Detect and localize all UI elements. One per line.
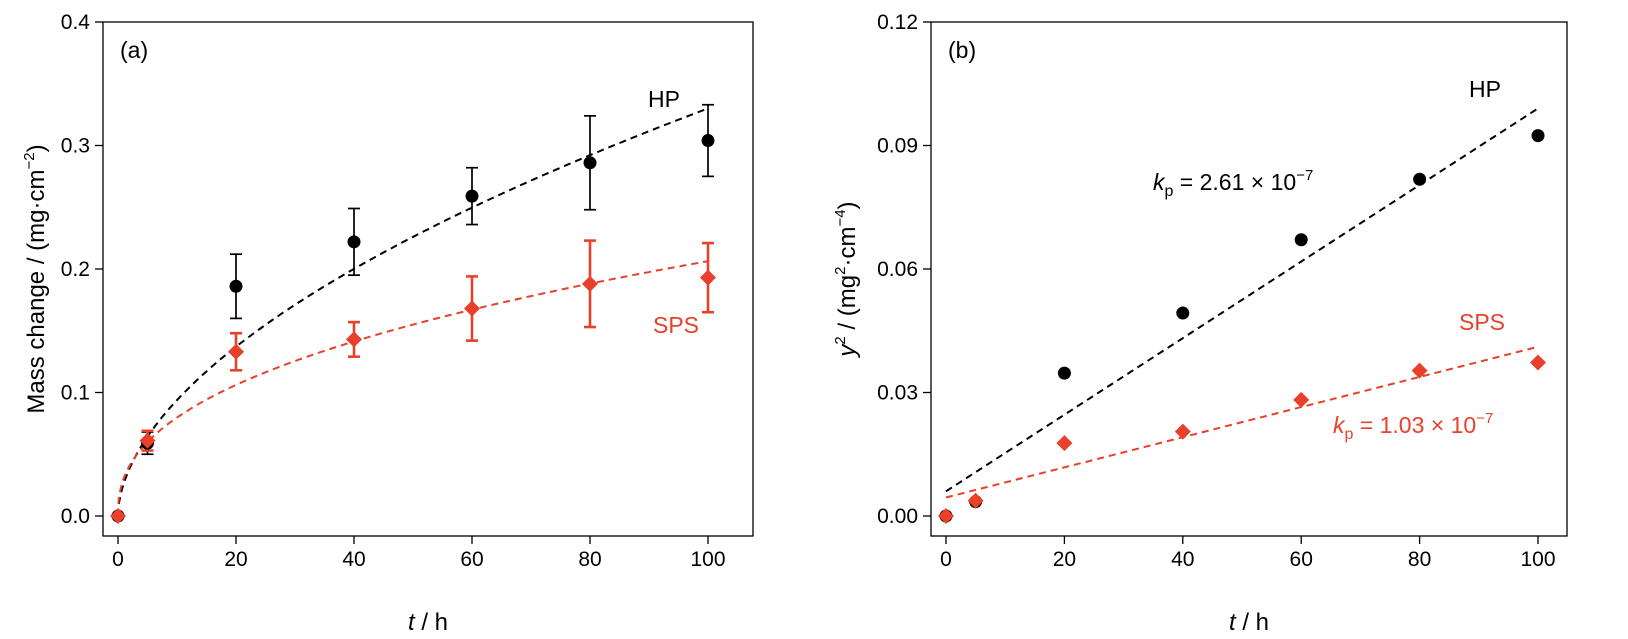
data-point-sps [1411,362,1428,379]
data-point-hp [1176,306,1190,320]
x-tick-label: 0 [940,548,952,571]
annotation-kp-sps-sub: p [1345,426,1354,443]
data-point-sps [228,343,244,360]
data-point-hp [1057,366,1071,380]
y-axis-title-var-sup-b: 2 [832,336,849,344]
panel-a: 0 20 40 60 80 100 0.00.10.20.30.4 (a) HP SPS … [21,11,754,636]
y-axis-ticks-b: 0.00 0.03 0.06 0.09 0.12 [877,11,931,528]
panel-label-a: (a) [120,37,148,63]
series-label-sps-a: SPS [653,312,699,338]
x-axis-title-a: t / h [408,609,448,636]
annotation-kp-hp: kp = 2.61 × 10−7 [1153,167,1313,200]
x-tick-label: 20 [1053,548,1076,571]
data-point-hp [583,156,597,170]
y-axis-title-text-a: Mass change / (mg·cm [23,170,50,414]
data-point-sps [110,508,126,524]
x-tick-label: 40 [342,548,365,571]
x-axis-title-b: t / h [1229,609,1269,636]
y-axis-title-sup2-b: −4 [832,209,849,226]
data-point-hp [701,134,715,148]
data-point-sps [938,508,954,524]
data-point-sps [139,432,156,449]
data-point-sps [582,275,598,292]
y-tick-label: 0.4 [61,11,91,34]
x-tick-label: 0 [112,548,124,571]
data-point-sps [967,492,984,509]
x-tick-label: 100 [690,548,725,571]
series-label-hp-a: HP [648,86,680,112]
x-tick-label: 20 [224,548,247,571]
x-tick-label: 80 [578,548,601,571]
annotation-kp-sps: kp = 1.03 × 10−7 [1333,410,1493,443]
y-tick-label: 0.0 [61,505,90,528]
y-tick-label: 0.03 [877,382,918,405]
y-axis-title-a: Mass change / (mg·cm−2) [21,144,50,413]
data-point-sps [1293,391,1310,408]
panel-label-b: (b) [948,37,976,63]
y-tick-label: 0.00 [877,505,918,528]
x-tick-label: 100 [1520,548,1555,571]
x-axis-ticks-a: 0 20 40 60 80 100 [112,536,726,571]
y-axis-title-sup1-b: 2 [832,267,849,275]
data-point-hp [1294,233,1308,247]
data-points-b [938,129,1546,524]
data-point-sps [464,300,480,317]
data-points-a [110,134,716,524]
data-point-hp [347,235,361,249]
data-point-sps [700,269,716,286]
plot-frame-b [930,21,1568,537]
data-point-sps [1174,423,1191,440]
y-axis-title-b: y2 / (mg2·cm−4) [832,201,861,358]
error-bars-a [141,103,714,456]
data-point-hp [1531,129,1545,143]
y-tick-label: 0.09 [877,135,918,158]
fit-line-hp [117,107,709,517]
y-axis-title-end-b: ) [834,201,861,209]
annotation-kp-sps-sym: k [1333,412,1346,438]
y-tick-label: 0.1 [61,382,90,405]
annotation-kp-sps-sup: −7 [1476,410,1493,427]
y-axis-title-sup-a: −2 [21,152,38,169]
data-point-sps [1530,354,1546,371]
x-tick-label: 60 [1290,548,1313,571]
data-point-sps [346,331,362,348]
y-axis-ticks-a: 0.0 0.1 0.2 0.3 0.4 [61,11,103,528]
x-axis-title-unit-b: / h [1236,609,1269,636]
annotation-kp-sps-text: = 1.03 × 10 [1353,412,1476,438]
plot-frame-a [102,21,754,537]
x-axis-title-unit-a: / h [415,609,448,636]
x-tick-label: 60 [460,548,483,571]
annotation-kp-hp-text: = 2.61 × 10 [1173,169,1296,195]
x-axis-title-var-b: t [1229,609,1237,636]
y-tick-label: 0.2 [61,258,90,281]
y-tick-label: 0.12 [877,11,918,34]
data-point-hp [229,279,243,293]
panel-b: 0 20 40 60 80 100 0.00 0.03 0.06 0.09 0.12 (b) HP… [832,11,1568,636]
y-axis-title-mid-b: ·cm [834,227,861,267]
x-tick-label: 40 [1171,548,1194,571]
data-point-hp [465,189,479,203]
y-axis-title-var-b: y [834,343,861,359]
x-tick-label: 80 [1408,548,1431,571]
x-axis-ticks-b: 0 20 40 60 80 100 [940,536,1556,571]
fit-lines-b [945,107,1539,499]
y-tick-label: 0.06 [877,258,918,281]
series-label-sps-b: SPS [1459,309,1505,335]
series-label-hp-b: HP [1469,76,1501,102]
data-point-sps [1056,435,1073,452]
fit-curves-a [117,107,709,517]
annotation-kp-hp-sym: k [1153,169,1166,195]
data-point-hp [1413,172,1427,186]
y-tick-label: 0.3 [61,135,90,158]
annotation-kp-hp-sub: p [1165,183,1174,200]
fit-line-sps [117,260,709,517]
y-axis-title-end-a: ) [23,144,50,152]
fit-line-sps [945,345,1539,499]
fit-line-hp [945,107,1539,493]
annotation-kp-hp-sup: −7 [1296,167,1313,184]
y-axis-title-text-b: / (mg [834,275,861,336]
x-axis-title-var-a: t [408,609,416,636]
